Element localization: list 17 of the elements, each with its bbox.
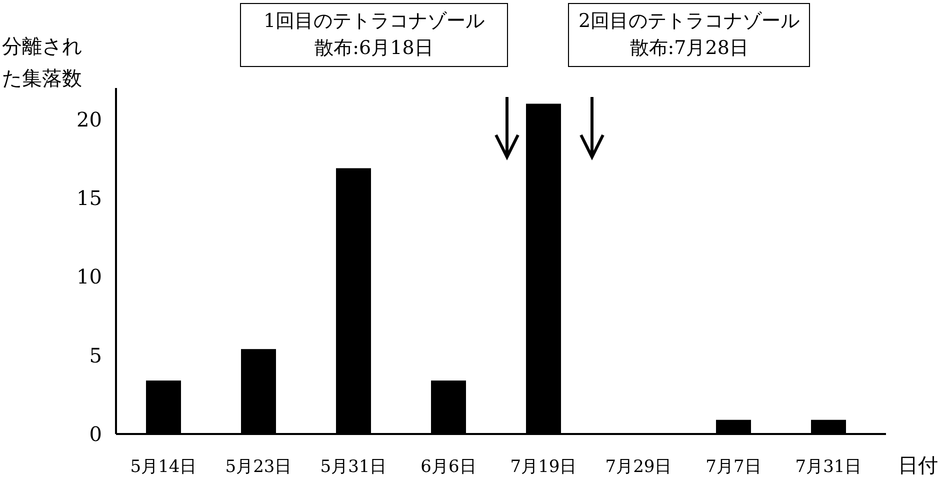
- x-tick-label: 5月31日: [320, 457, 387, 477]
- x-tick-label: 7月7日: [706, 457, 762, 477]
- y-tick-label: 5: [89, 343, 102, 368]
- x-tick-label: 5月23日: [225, 457, 292, 477]
- y-axis-title: 分離された集落数: [2, 33, 83, 92]
- x-tick-label: 7月31日: [795, 457, 862, 477]
- y-tick-label: 0: [89, 422, 102, 446]
- x-tick-label: 7月29日: [605, 457, 672, 477]
- x-tick-label: 7月19日: [510, 457, 577, 477]
- y-tick-label: 20: [76, 107, 102, 132]
- x-tick-label: 6月6日: [420, 457, 476, 477]
- x-tick-label: 5月14日: [130, 457, 197, 477]
- y-tick-label: 10: [76, 264, 102, 289]
- x-axis-title: 日付: [898, 452, 938, 478]
- text: 2回目のテトラコナゾール散布:7月28日: [578, 9, 801, 61]
- y-tick-label: 15: [76, 186, 102, 210]
- text: 1回目のテトラコナゾール散布:6月18日: [262, 9, 486, 61]
